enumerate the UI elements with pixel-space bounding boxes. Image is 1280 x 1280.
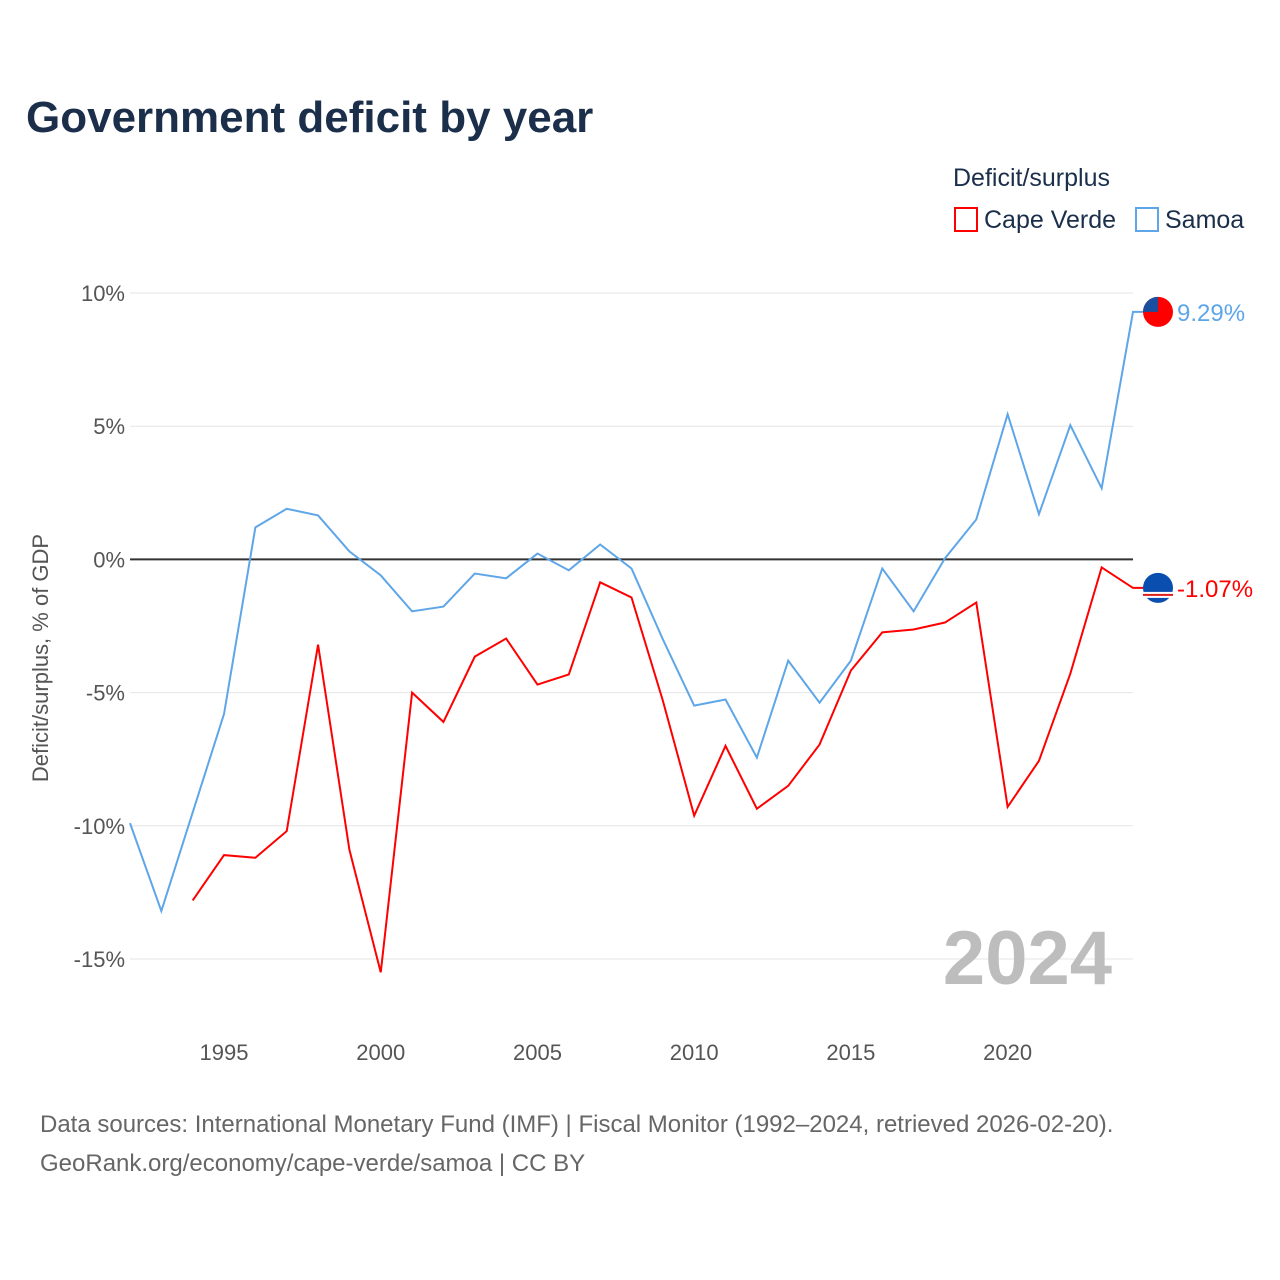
end-value-label: 9.29% bbox=[1177, 300, 1245, 327]
legend-label: Samoa bbox=[1165, 206, 1244, 234]
source-link[interactable]: GeoRank.org/economy/cape-verde/samoa | C… bbox=[40, 1150, 585, 1177]
legend-swatch bbox=[1135, 207, 1159, 232]
legend-item-samoa[interactable]: Samoa bbox=[1135, 206, 1244, 234]
x-tick-label: 2000 bbox=[356, 1040, 405, 1065]
y-tick-label: -5% bbox=[86, 681, 125, 706]
series-line-cape-verde bbox=[191, 565, 1145, 973]
flag-field bbox=[1143, 572, 1173, 603]
data-source: Data sources: International Monetary Fun… bbox=[40, 1111, 1113, 1138]
y-tick-label: -10% bbox=[74, 814, 125, 839]
x-tick-label: 1995 bbox=[200, 1040, 249, 1065]
year-watermark: 2024 bbox=[943, 916, 1112, 1001]
x-tick-label: 2010 bbox=[670, 1040, 719, 1065]
y-tick-label: 10% bbox=[81, 281, 125, 306]
cape-verde-flag-icon bbox=[1143, 572, 1173, 603]
legend-label: Cape Verde bbox=[984, 206, 1116, 234]
chart-title: Government deficit by year bbox=[26, 93, 593, 142]
y-axis-label: Deficit/surplus, % of GDP bbox=[28, 534, 53, 782]
legend-item-cape-verde[interactable]: Cape Verde bbox=[954, 206, 1116, 234]
flag-stripe bbox=[1143, 593, 1173, 596]
series-line-samoa bbox=[129, 310, 1145, 915]
legend-swatch bbox=[954, 207, 978, 232]
x-tick-label: 2020 bbox=[983, 1040, 1032, 1065]
x-tick-label: 2005 bbox=[513, 1040, 562, 1065]
y-tick-label: 0% bbox=[93, 547, 125, 572]
y-tick-label: 5% bbox=[93, 414, 125, 439]
legend-title: Deficit/surplus bbox=[953, 164, 1110, 192]
y-tick-label: -15% bbox=[74, 947, 125, 972]
x-tick-label: 2015 bbox=[826, 1040, 875, 1065]
end-value-label: -1.07% bbox=[1177, 576, 1253, 603]
samoa-flag-icon bbox=[1143, 296, 1173, 327]
flag-canton bbox=[1143, 296, 1158, 312]
